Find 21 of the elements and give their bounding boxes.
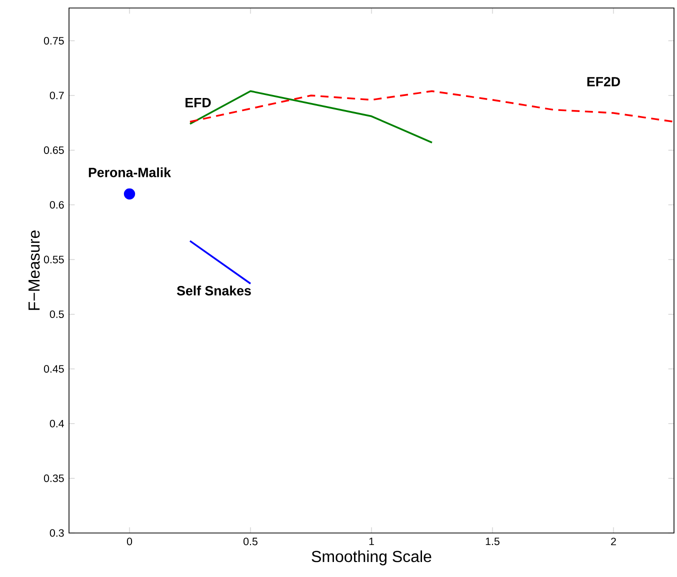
y-tick-label: 0.6 <box>50 201 64 209</box>
y-tick-label: 0.55 <box>44 256 64 264</box>
y-tick-label: 0.35 <box>44 474 64 482</box>
x-tick-label: 1.5 <box>486 538 500 546</box>
series-label: Self Snakes <box>176 286 251 296</box>
y-tick-label: 0.4 <box>50 420 64 428</box>
y-tick-label: 0.45 <box>44 365 64 373</box>
x-tick-label: 0 <box>126 538 132 546</box>
y-tick-label: 0.65 <box>44 146 64 154</box>
series-label: EF2D <box>587 76 620 86</box>
x-tick-label: 2 <box>611 538 616 546</box>
y-tick-label: 0.3 <box>50 529 64 537</box>
y-axis-title: F−Measure <box>28 230 40 310</box>
series-label: EFD <box>186 98 211 108</box>
x-axis-title: Smoothing Scale <box>312 550 432 566</box>
series-label: Perona-Malik <box>88 167 172 178</box>
y-tick-label: 0.7 <box>50 92 64 100</box>
y-tick-label: 0.5 <box>50 310 64 318</box>
x-tick-label: 1 <box>369 538 374 546</box>
y-tick-label: 0.75 <box>44 37 64 45</box>
x-tick-label: 0.5 <box>244 538 258 546</box>
